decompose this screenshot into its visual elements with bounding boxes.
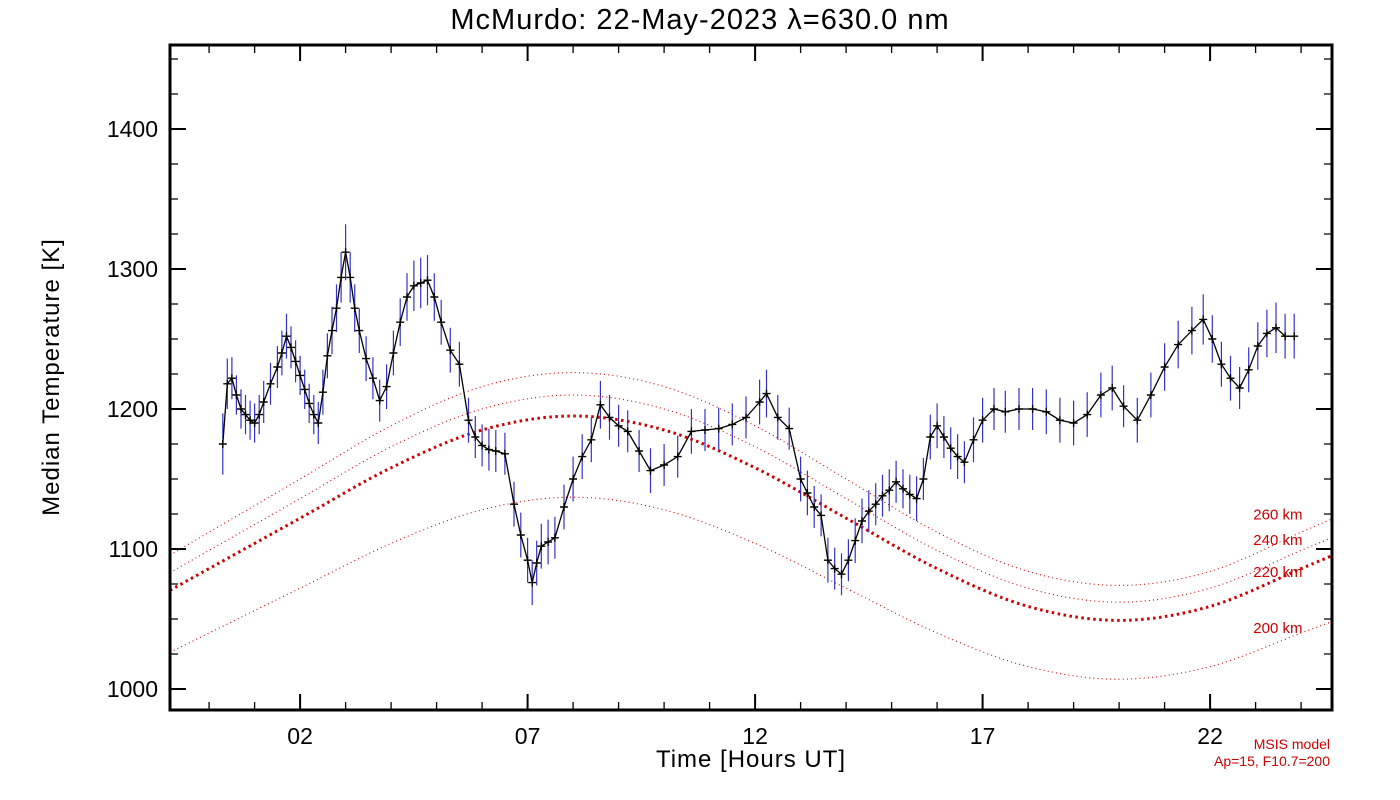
data-series — [218, 224, 1299, 605]
x-axis-label: Time [Hours UT] — [655, 746, 847, 773]
svg-text:17: 17 — [970, 723, 996, 749]
model-altitude-label: 220 km — [1253, 564, 1302, 581]
model-curve-200-km — [169, 496, 1333, 680]
model-altitude-label: 240 km — [1253, 532, 1302, 549]
data-line — [222, 252, 1295, 583]
msis-annotation-line2: Ap=15, F10.7=200 — [1214, 753, 1330, 769]
svg-text:1100: 1100 — [109, 536, 158, 562]
model-curve-260-km — [169, 372, 1333, 586]
svg-text:1400: 1400 — [107, 116, 158, 142]
msis-annotation-line1: MSIS model — [1253, 736, 1330, 752]
model-curve-220-km — [169, 414, 1333, 622]
model-altitude-label: 260 km — [1253, 507, 1302, 524]
error-bars — [222, 224, 1295, 605]
chart-title: McMurdo: 22-May-2023 λ=630.0 nm — [450, 4, 950, 36]
y-axis-tick-labels: 1000 1100 1200 1300 1400 — [107, 116, 158, 702]
svg-text:02: 02 — [287, 723, 313, 749]
x-axis-tick-labels: 02 07 12 17 22 — [287, 723, 1223, 749]
y-axis-label: Median Temperature [K] — [38, 238, 65, 516]
axis-frame — [168, 43, 1334, 712]
model-curves: 260 km 240 km 220 km 200 km — [169, 372, 1333, 680]
model-altitude-label: 200 km — [1253, 620, 1302, 637]
svg-text:22: 22 — [1197, 723, 1223, 749]
svg-text:1000: 1000 — [107, 676, 158, 702]
model-curve-240-km — [169, 394, 1333, 603]
data-point-markers — [218, 248, 1299, 587]
msis-model-annotation: MSIS model Ap=15, F10.7=200 — [1214, 736, 1330, 770]
y-axis-ticks — [170, 58, 1332, 690]
svg-text:07: 07 — [515, 723, 541, 749]
svg-text:12: 12 — [742, 723, 768, 749]
x-axis-ticks — [208, 45, 1302, 710]
svg-text:1200: 1200 — [107, 396, 158, 422]
svg-text:1300: 1300 — [107, 256, 158, 282]
